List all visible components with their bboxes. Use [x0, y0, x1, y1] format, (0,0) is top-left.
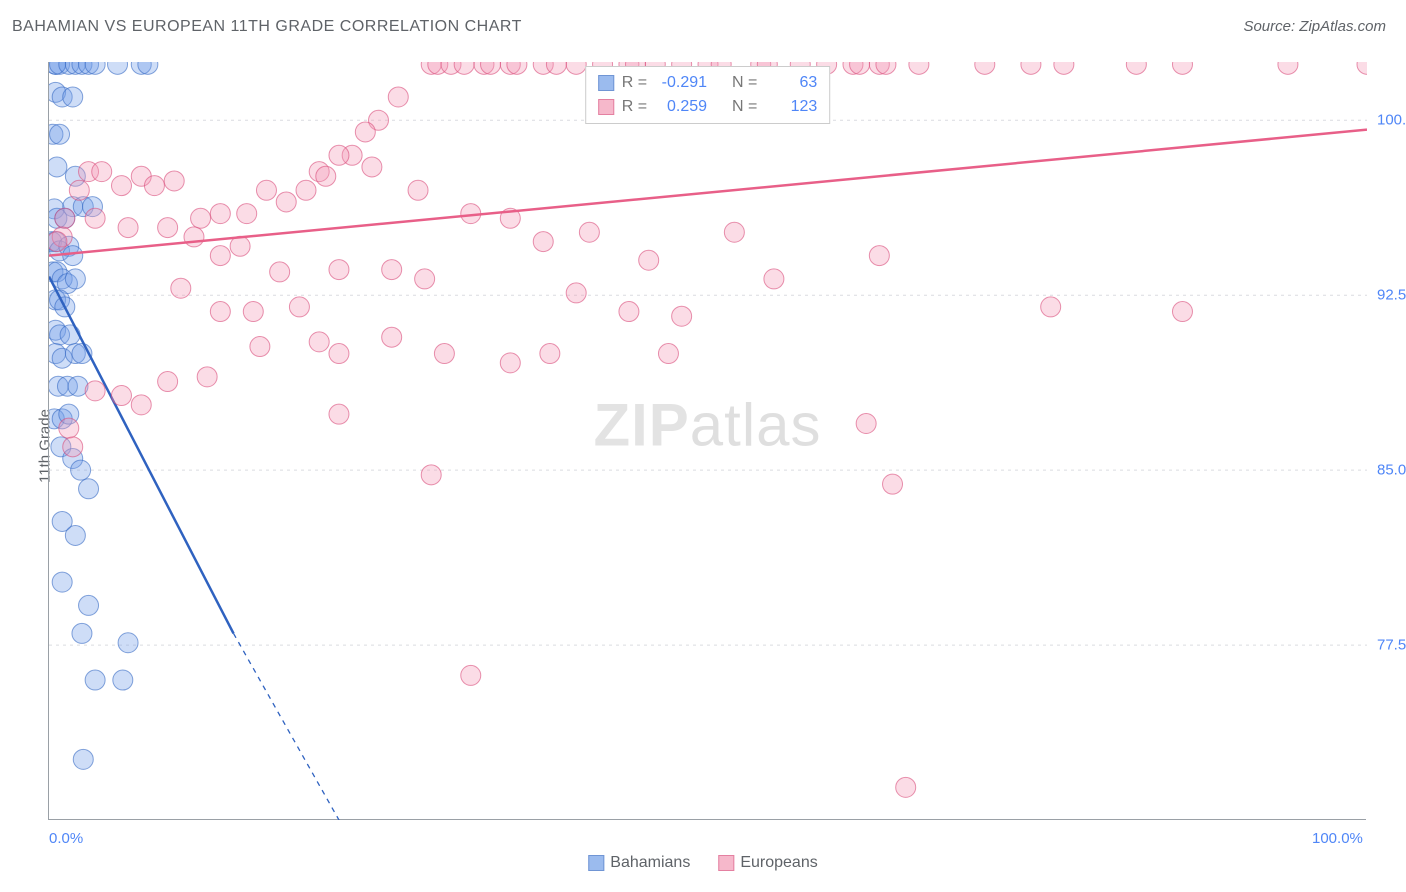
chart-container: BAHAMIAN VS EUROPEAN 11TH GRADE CORRELAT… [0, 0, 1406, 892]
legend-item-bahamians: Bahamians [588, 854, 690, 872]
chart-title: BAHAMIAN VS EUROPEAN 11TH GRADE CORRELAT… [12, 18, 522, 36]
swatch-europeans [598, 99, 614, 115]
plot-area: R = -0.291 N = 63 R = 0.259 N = 123 ZIPa… [48, 62, 1366, 820]
y-tick-label: 77.5% [1377, 637, 1406, 654]
swatch-bahamians [598, 75, 614, 91]
r-label: R = [622, 71, 647, 95]
legend-row-europeans: R = 0.259 N = 123 [598, 95, 818, 119]
series-legend: Bahamians Europeans [588, 854, 817, 872]
x-axis-min-label: 0.0% [49, 830, 83, 847]
series-name-2: Europeans [740, 854, 817, 872]
n-value-2: 123 [765, 95, 817, 119]
source-label: Source: ZipAtlas.com [1243, 18, 1386, 35]
series-name-1: Bahamians [610, 854, 690, 872]
y-tick-label: 92.5% [1377, 287, 1406, 304]
legend-item-europeans: Europeans [718, 854, 817, 872]
r-label: R = [622, 95, 647, 119]
y-tick-label: 100.0% [1377, 112, 1406, 129]
scatter-plot-svg [49, 62, 1367, 820]
y-tick-label: 85.0% [1377, 462, 1406, 479]
legend-row-bahamians: R = -0.291 N = 63 [598, 71, 818, 95]
n-value-1: 63 [765, 71, 817, 95]
n-label: N = [732, 95, 757, 119]
swatch-europeans-bottom [718, 855, 734, 871]
r-value-2: 0.259 [655, 95, 707, 119]
x-axis-max-label: 100.0% [1312, 830, 1363, 847]
swatch-bahamians-bottom [588, 855, 604, 871]
n-label: N = [732, 71, 757, 95]
correlation-legend: R = -0.291 N = 63 R = 0.259 N = 123 [585, 66, 831, 124]
r-value-1: -0.291 [655, 71, 707, 95]
